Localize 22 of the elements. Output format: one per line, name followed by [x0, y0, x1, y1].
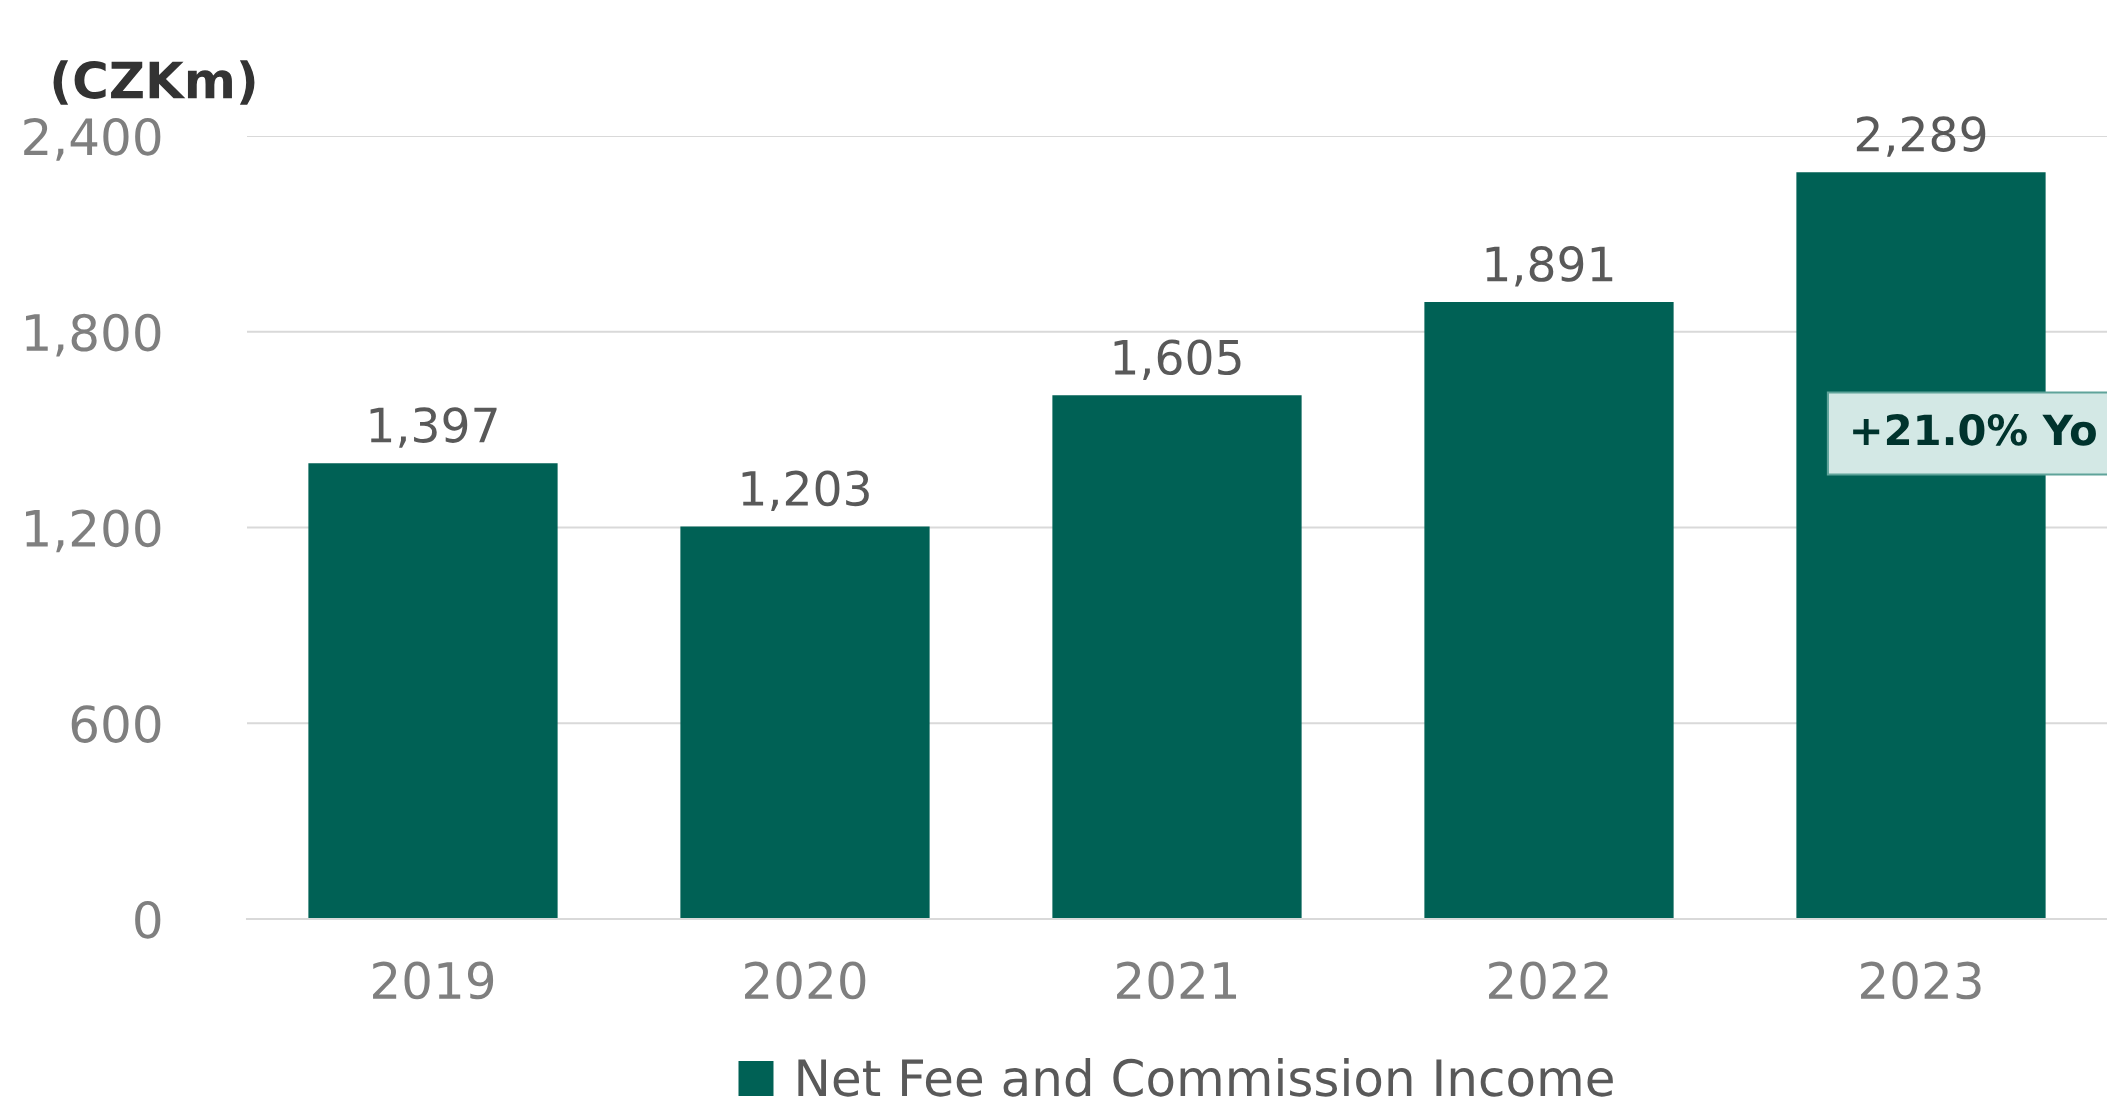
- text: 1,397: [370, 407, 497, 448]
- x-tick-label: 2020: [745, 961, 866, 1000]
- annotation: +21.0% Yo: [1853, 414, 2096, 446]
- x-tick-label: 2022: [1489, 961, 1608, 1000]
- x-tick-label: 2019: [373, 961, 494, 1000]
- legend-label: Net Fee and Commission Income: [798, 1057, 1613, 1097]
- bar: [1052, 395, 1302, 919]
- y-axis-title: (CZKm): [53, 60, 255, 105]
- text: 1,203: [742, 470, 869, 512]
- y-tick-label: 600: [71, 705, 161, 743]
- text: 1,605: [1114, 339, 1241, 380]
- bar: [308, 463, 558, 919]
- x-tick-label: 2021: [1117, 961, 1236, 1000]
- x-tick-label: 2023: [1861, 961, 1981, 1000]
- y-tick-label: 2,400: [24, 117, 161, 161]
- text: 1,891: [1486, 246, 1613, 287]
- bar: [1424, 302, 1674, 919]
- bar: [680, 526, 930, 919]
- y-tick-label: 1,800: [26, 313, 161, 357]
- text: 2,289: [1856, 116, 1986, 157]
- y-tick-label: 0: [135, 900, 161, 939]
- y-tick-label: 1,200: [26, 509, 161, 553]
